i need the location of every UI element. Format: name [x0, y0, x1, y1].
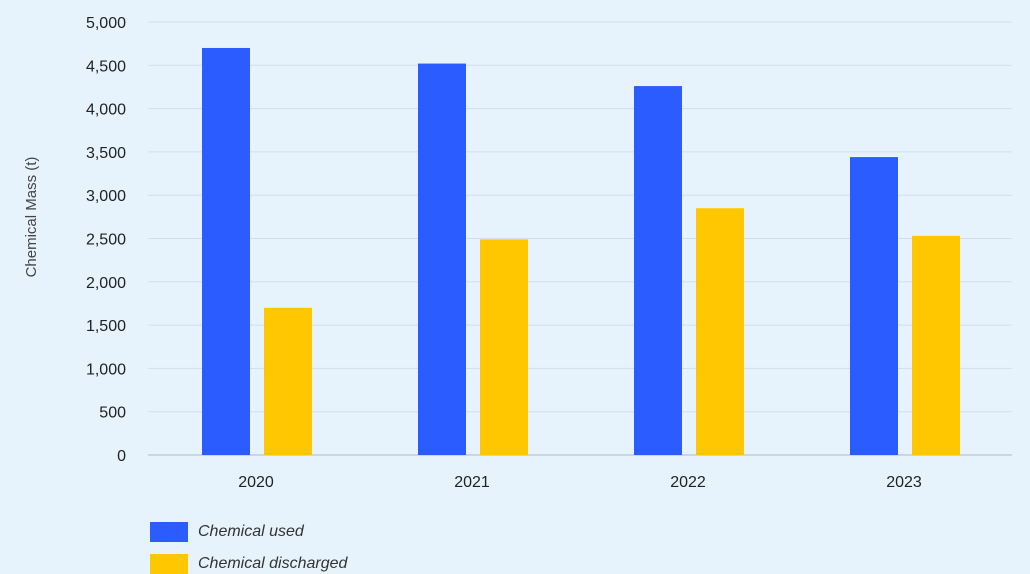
x-tick-label: 2021	[454, 474, 490, 491]
legend-item-chemical-used: Chemical used	[150, 520, 347, 544]
y-tick-label: 4,500	[86, 58, 126, 75]
bar-chemical-used-2022	[634, 86, 682, 456]
x-tick-label: 2022	[670, 474, 706, 491]
legend-swatch-chemical-discharged	[150, 554, 188, 574]
legend-label-chemical-discharged: Chemical discharged	[198, 555, 348, 572]
y-tick-label: 5,000	[86, 15, 126, 32]
x-axis-ticks: 2020 2021 2022 2023	[238, 474, 922, 491]
bar-chemical-discharged-2020	[264, 307, 312, 455]
y-tick-label: 0	[117, 448, 126, 465]
legend-item-chemical-discharged: Chemical discharged	[150, 552, 347, 574]
bar-chemical-used-2020	[202, 47, 250, 455]
y-axis-title: Chemical Mass (t)	[23, 157, 40, 278]
x-tick-label: 2023	[886, 474, 922, 491]
legend: Chemical used Chemical discharged	[150, 520, 347, 574]
bars	[202, 47, 960, 456]
y-tick-label: 2,500	[86, 232, 126, 249]
legend-label-chemical-used: Chemical used	[198, 523, 304, 540]
y-tick-label: 2,000	[86, 275, 126, 292]
y-tick-label: 1,500	[86, 318, 126, 335]
y-tick-label: 3,000	[86, 188, 126, 205]
bar-chemical-discharged-2023	[912, 235, 960, 455]
y-tick-label: 500	[99, 405, 126, 422]
legend-swatch-chemical-used	[150, 522, 188, 542]
y-tick-label: 4,000	[86, 102, 126, 119]
x-tick-label: 2020	[238, 474, 274, 491]
y-tick-label: 3,500	[86, 145, 126, 162]
bar-chemical-discharged-2021	[480, 239, 528, 455]
y-axis-ticks: 0 500 1,000 1,500 2,000 2,500 3,000 3,500 4,000 4…	[86, 15, 126, 465]
y-tick-label: 1,000	[86, 361, 126, 378]
bar-chemical-used-2023	[850, 157, 898, 455]
bar-chemical-discharged-2022	[696, 208, 744, 455]
bar-chemical-used-2021	[418, 63, 466, 456]
